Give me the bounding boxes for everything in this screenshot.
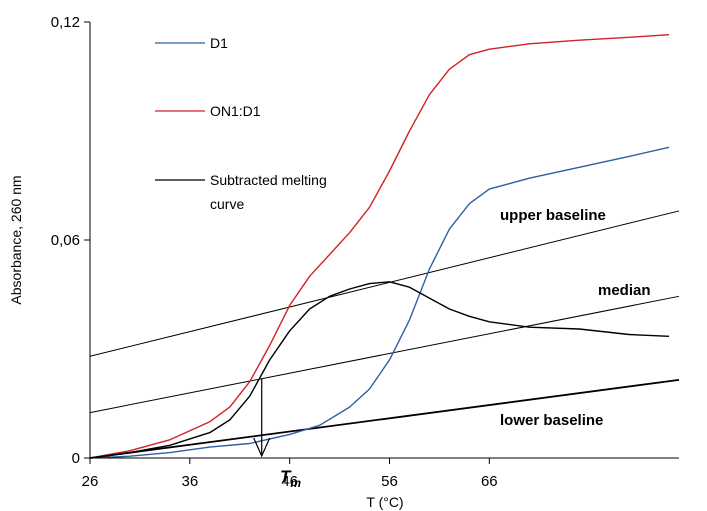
median-line <box>89 295 680 414</box>
x-tick-label: 36 <box>181 473 198 490</box>
annotation-lower-baseline: lower baseline <box>500 412 603 429</box>
plot-lines <box>89 34 680 459</box>
legend-label-line: Subtracted melting <box>210 172 327 188</box>
legend-label-d1: D1 <box>210 35 228 51</box>
x-axis-label: T (°C) <box>366 494 403 510</box>
tick-labels: 0 0,06 0,12 26 36 46 56 66 <box>51 14 498 490</box>
x-tick-label: 66 <box>481 473 498 490</box>
legend-label-subtracted: Subtracted melting curve <box>210 172 327 212</box>
tm-marker <box>253 378 271 458</box>
legend-label-line: curve <box>210 196 244 212</box>
axes <box>84 21 679 464</box>
legend: D1 ON1:D1 Subtracted melting curve <box>155 35 327 212</box>
lower-baseline-line <box>89 378 680 459</box>
y-tick-label: 0,12 <box>51 14 80 31</box>
annotation-upper-baseline: upper baseline <box>500 207 606 224</box>
y-tick-label: 0 <box>72 450 80 467</box>
x-tick-label: 26 <box>82 473 99 490</box>
series-line-d1 <box>89 146 670 459</box>
series-line-subtracted-melting-curve <box>89 281 670 459</box>
upper-baseline-line <box>89 210 680 357</box>
x-tick-label: 56 <box>381 473 398 490</box>
tm-label: Tm <box>280 467 301 490</box>
tm-symbol: T <box>280 467 292 486</box>
y-tick-label: 0,06 <box>51 232 80 249</box>
series-line-on1-d1 <box>89 34 670 459</box>
tm-subscript: m <box>290 476 301 490</box>
annotation-median: median <box>598 282 651 299</box>
tm-arrow-head <box>253 437 271 458</box>
legend-label-on1-d1: ON1:D1 <box>210 103 261 119</box>
y-axis-label: Absorbance, 260 nm <box>8 175 24 304</box>
x-tick-label: 46 <box>281 473 298 490</box>
